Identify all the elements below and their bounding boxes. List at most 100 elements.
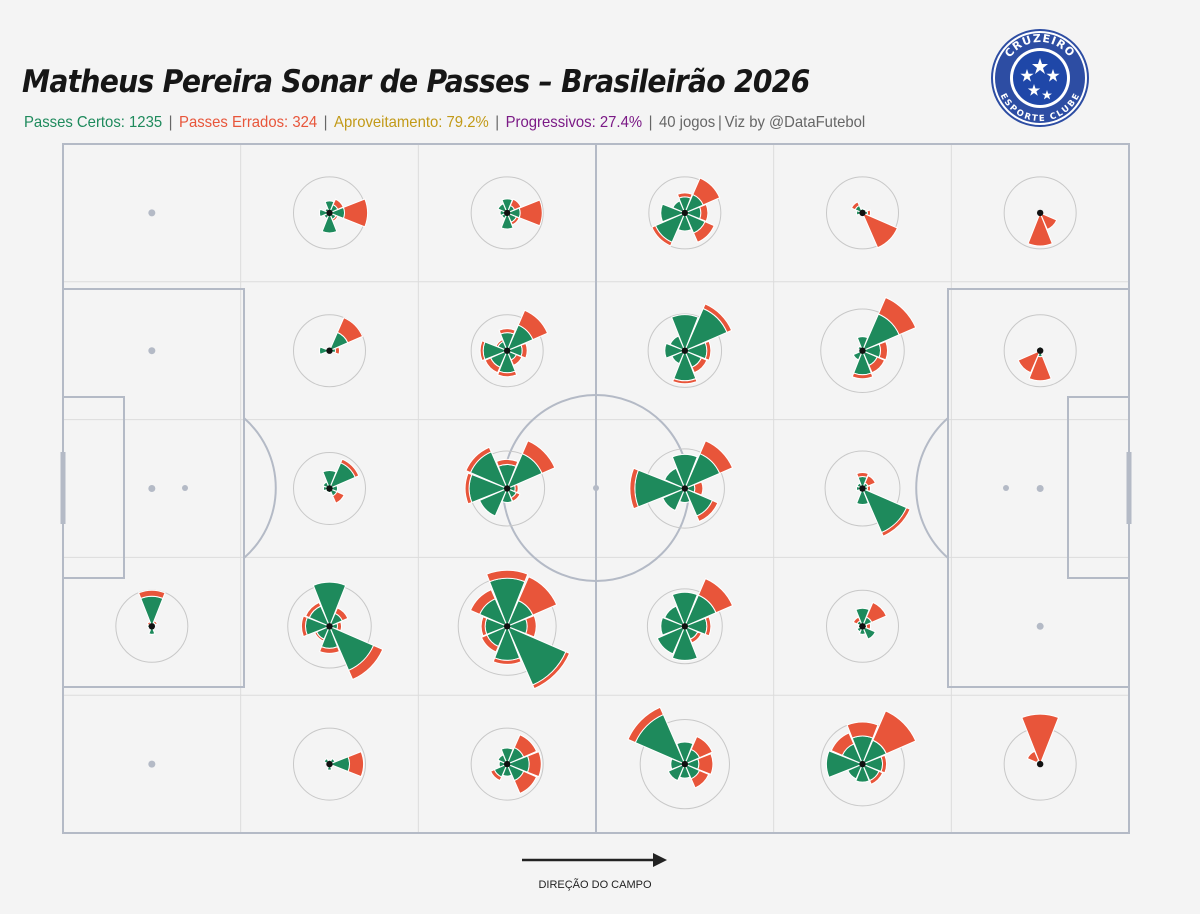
fail-wedge xyxy=(513,734,538,758)
success-wedge xyxy=(861,487,908,534)
sonar-zone xyxy=(148,760,156,768)
fail-wedge xyxy=(485,569,529,583)
sonar-zone xyxy=(826,589,899,663)
fail-wedge xyxy=(704,340,712,361)
sonar-center-dot xyxy=(503,485,511,492)
fail-wedge xyxy=(692,177,721,206)
fail-wedge xyxy=(469,588,496,615)
sonar-ring xyxy=(646,588,723,665)
success-wedge xyxy=(671,591,698,628)
fail-wedge xyxy=(518,199,543,227)
fail-wedge xyxy=(852,616,861,625)
success-wedge xyxy=(669,335,686,352)
fail-wedge xyxy=(865,601,888,623)
sonar-center-dot xyxy=(326,347,333,354)
fail-wedge xyxy=(830,732,855,756)
sonar-center-dot xyxy=(859,347,866,354)
success-wedge xyxy=(826,750,864,778)
sonar-center-dot xyxy=(326,760,333,768)
fail-wedge xyxy=(691,357,708,374)
sonar-center-dot xyxy=(503,209,511,217)
success-wedge xyxy=(312,581,347,628)
fail-wedge xyxy=(1027,211,1053,247)
fail-wedge xyxy=(693,481,704,496)
fail-wedge xyxy=(479,340,486,362)
success-wedge xyxy=(660,203,687,223)
sonar-center-dot xyxy=(326,623,333,630)
sonar-zone xyxy=(1003,713,1077,801)
success-wedge xyxy=(855,487,870,505)
success-wedge xyxy=(662,487,686,512)
sonar-center-dot xyxy=(503,760,511,768)
success-wedge xyxy=(319,346,331,356)
fail-wedge xyxy=(1026,750,1040,764)
sonar-ring xyxy=(470,727,544,801)
success-wedge xyxy=(500,211,514,230)
fail-wedge xyxy=(689,631,702,644)
success-wedge xyxy=(497,203,509,214)
success-wedge xyxy=(677,211,693,232)
sonar-center-dot xyxy=(326,209,333,217)
fail-wedge xyxy=(651,225,673,247)
fail-wedge xyxy=(872,710,917,755)
fail-wedge xyxy=(676,192,693,199)
fail-wedge xyxy=(304,601,322,619)
sonar-zone xyxy=(470,309,549,388)
success-wedge xyxy=(321,211,338,234)
sonar-zone xyxy=(464,440,556,527)
club-crest-logo: CRUZEIRO ESPORTE CLUBE xyxy=(991,29,1089,127)
success-wedge xyxy=(855,607,870,628)
success-wedge xyxy=(671,454,698,490)
sonar-layer xyxy=(115,176,1077,810)
success-wedge xyxy=(847,763,864,780)
success-wedge xyxy=(140,595,164,628)
success-wedge xyxy=(663,605,686,628)
fail-wedge xyxy=(696,499,719,523)
fail-wedge xyxy=(342,198,368,228)
fail-wedge xyxy=(510,216,520,226)
sonar-zone xyxy=(1036,485,1044,492)
sonar-ring xyxy=(1003,176,1077,250)
sonar-zone xyxy=(820,710,917,807)
fail-wedge xyxy=(137,589,166,600)
fail-wedge xyxy=(495,459,519,467)
fail-wedge xyxy=(332,198,344,210)
right-goal-area xyxy=(1067,396,1130,579)
sonar-zone xyxy=(470,176,544,250)
fail-wedge xyxy=(877,296,917,336)
fail-wedge xyxy=(525,615,537,638)
fail-wedge xyxy=(532,651,571,690)
success-wedge xyxy=(322,470,337,490)
stat-separator: | xyxy=(718,114,722,131)
fail-wedge xyxy=(846,721,879,739)
empty-zone-dot xyxy=(1036,622,1044,630)
sonar-center-dot xyxy=(1036,760,1044,768)
stat-credit: Viz by @DataFutebol xyxy=(724,114,866,131)
fail-wedge xyxy=(627,706,664,744)
sonar-zone xyxy=(287,581,384,681)
success-wedge xyxy=(656,625,686,655)
fail-wedge xyxy=(510,491,521,502)
sonar-center-dot xyxy=(148,623,156,630)
right-penalty-arc xyxy=(915,417,949,559)
fail-wedge xyxy=(517,309,549,341)
empty-zone-dot xyxy=(148,760,156,768)
fail-wedge xyxy=(331,215,339,222)
fail-wedge xyxy=(1039,211,1058,231)
sonar-zone xyxy=(293,176,368,250)
stat-passes-errados: Passes Errados: 324 xyxy=(179,114,318,131)
fail-wedge xyxy=(672,377,698,385)
sonar-ring xyxy=(470,314,544,388)
success-wedge xyxy=(861,625,876,640)
fail-wedge xyxy=(513,483,519,494)
sonar-ring xyxy=(826,589,899,663)
sonar-zone xyxy=(629,440,734,529)
sonar-zone xyxy=(293,727,366,801)
sonar-ring xyxy=(648,176,722,250)
sonar-center-dot xyxy=(859,623,866,630)
sonar-zone xyxy=(627,706,730,810)
fail-wedge xyxy=(347,750,364,778)
stat-separator: | xyxy=(495,114,500,131)
left-penalty-arc xyxy=(243,417,277,559)
